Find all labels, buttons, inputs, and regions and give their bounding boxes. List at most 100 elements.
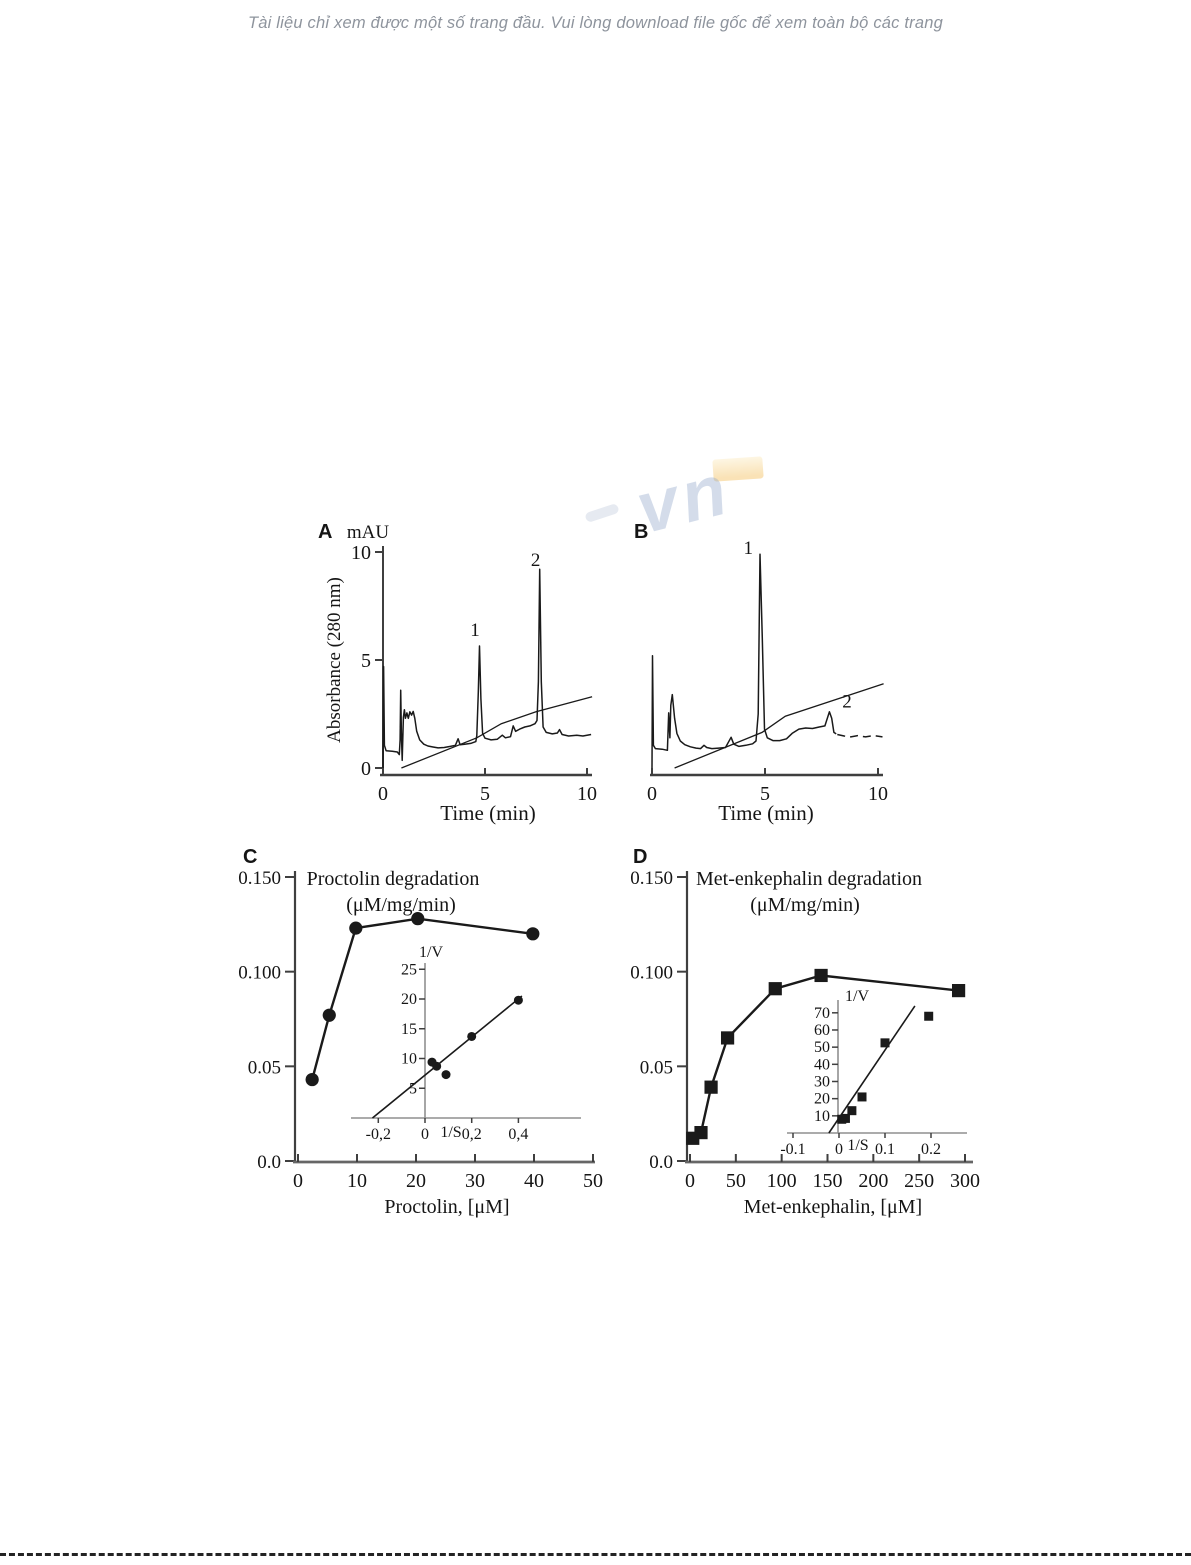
inset-data-point	[924, 1011, 934, 1021]
x-tick-label: 20	[406, 1170, 426, 1192]
x-axis-title: Met-enkephalin, [μM]	[744, 1196, 922, 1218]
inset-x-tick-label: -0.1	[780, 1141, 805, 1158]
inset-y-tick-label: 50	[814, 1039, 830, 1056]
inset-x-axis-title: 1/S	[847, 1137, 868, 1154]
inset-y-tick-label: 40	[814, 1056, 830, 1073]
kinetics-svg-C: C Proctolin degradation (μM/mg/min) 0.0 0.05…	[238, 846, 603, 1218]
y-tick-label: 0	[361, 758, 371, 780]
x-tick-label: 150	[813, 1170, 843, 1192]
inset-data-point	[847, 1106, 857, 1116]
y-tick-label: 0.05	[248, 1057, 281, 1078]
x-tick-label: 0	[647, 783, 657, 805]
inset-y-tick-label: 10	[814, 1108, 830, 1125]
panel-b-chromatogram: B 0 5 10 Time (min) 1 2	[620, 520, 907, 857]
data-point	[814, 968, 828, 983]
y-tick-label: 0.150	[630, 868, 673, 889]
x-tick-label: 50	[583, 1170, 603, 1192]
x-tick-label: 10	[577, 783, 597, 805]
panel-label: D	[633, 846, 647, 868]
inset-x-tick-label: 0,2	[462, 1126, 482, 1143]
x-tick-label: 300	[950, 1170, 980, 1192]
gradient-line	[674, 683, 884, 769]
inset-data-point	[857, 1092, 867, 1102]
y-tick-label: 5	[361, 650, 371, 672]
x-tick-label: 0	[293, 1170, 303, 1192]
page-bottom-divider	[0, 1553, 1191, 1556]
inset-fit-line	[828, 1005, 916, 1134]
x-tick-label: 50	[726, 1170, 746, 1192]
inset-y-tick-label: 5	[409, 1080, 417, 1097]
panel-label: A	[318, 521, 332, 543]
chart-title: Met-enkephalin degradation	[696, 868, 922, 890]
inset-x-tick-label: 0	[835, 1141, 843, 1158]
inset-data-point	[513, 995, 523, 1005]
x-tick-label: 5	[480, 783, 490, 805]
peak-label: 1	[744, 538, 754, 559]
inset-x-axis-title: 1/S	[440, 1124, 461, 1141]
panel-d-kinetics-plot: D Met-enkephalin degradation (μM/mg/min) 0.…	[625, 845, 1005, 1250]
y-axis-title: Absorbance (280 nm)	[324, 577, 345, 743]
data-point	[526, 927, 540, 941]
inset-y-tick-label: 70	[814, 1005, 830, 1022]
x-tick-label: 40	[524, 1170, 544, 1192]
x-tick-label: 10	[347, 1170, 367, 1192]
x-tick-label: 200	[858, 1170, 888, 1192]
x-axis-title: Time (min)	[718, 801, 813, 825]
data-point	[694, 1126, 708, 1140]
inset-x-tick-label: 0.2	[921, 1141, 941, 1158]
inset-x-tick-label: 0,4	[508, 1126, 528, 1143]
panel-a-chromatogram: A 0 5 10 Time (min) 0 5 10 mAU Absorbance (280 nm…	[310, 520, 602, 857]
inset-y-tick-label: 20	[401, 991, 417, 1008]
data-point	[322, 1008, 336, 1022]
top-watermark-text: Tài liệu chỉ xem được một số trang đầu. …	[247, 14, 944, 32]
y-axis-unit: mAU	[347, 522, 390, 543]
y-tick-label: 0.0	[649, 1152, 673, 1173]
x-tick-label: 10	[868, 783, 888, 805]
inset-x-tick-label: 0	[421, 1126, 429, 1143]
chart-subtitle: (μM/mg/min)	[750, 894, 860, 916]
chart-title: Proctolin degradation	[307, 868, 480, 890]
data-point	[411, 912, 425, 926]
panel-c-kinetics-plot: C Proctolin degradation (μM/mg/min) 0.0 0.05…	[235, 845, 615, 1250]
absorbance-trace	[382, 568, 592, 769]
inset-x-tick-label: -0,2	[366, 1126, 391, 1143]
peak-label: 2	[842, 692, 852, 713]
x-tick-label: 0	[685, 1170, 695, 1192]
inset-y-tick-label: 60	[814, 1022, 830, 1039]
x-tick-label: 250	[904, 1170, 934, 1192]
data-point	[768, 982, 782, 996]
inset-y-tick-label: 20	[814, 1091, 830, 1108]
chart-subtitle: (μM/mg/min)	[346, 894, 456, 916]
absorbance-trace	[651, 553, 837, 769]
panel-label: B	[634, 521, 648, 543]
inset-y-axis-title: 1/V	[845, 988, 869, 1005]
data-point	[720, 1031, 735, 1045]
inset-y-axis-title: 1/V	[419, 944, 443, 961]
peak-label: 2	[531, 550, 541, 571]
y-tick-label: 0.0	[257, 1152, 281, 1173]
inset-data-point	[441, 1070, 451, 1080]
inset-data-point	[880, 1038, 890, 1048]
x-axis-title: Proctolin, [μM]	[384, 1196, 509, 1218]
inset-data-point	[467, 1031, 477, 1041]
kinetics-svg-D: D Met-enkephalin degradation (μM/mg/min) 0.…	[630, 846, 980, 1218]
x-tick-label: 0	[378, 783, 388, 805]
x-tick-label: 30	[465, 1170, 485, 1192]
data-point	[951, 984, 966, 998]
inset-y-tick-label: 30	[814, 1073, 830, 1090]
inset-x-tick-label: 0.1	[875, 1141, 895, 1158]
y-tick-label: 0.100	[630, 963, 673, 984]
y-tick-label: 0.100	[238, 963, 281, 984]
absorbance-trace-dashed	[837, 733, 883, 738]
panel-label: C	[243, 846, 257, 868]
data-point	[704, 1080, 718, 1094]
inset-y-tick-label: 15	[401, 1021, 417, 1038]
gradient-line	[401, 696, 593, 769]
chromatogram-svg-B: B 0 5 10 Time (min) 1 2	[634, 521, 888, 825]
y-tick-label: 0.150	[238, 868, 281, 889]
inset-data-point	[840, 1113, 850, 1123]
x-tick-label: 100	[767, 1170, 797, 1192]
y-tick-label: 10	[351, 542, 371, 564]
